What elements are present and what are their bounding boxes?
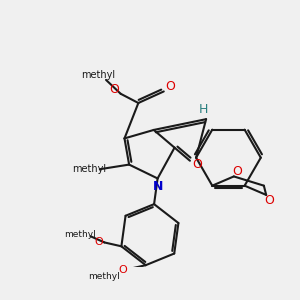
Text: methyl: methyl bbox=[64, 230, 96, 239]
Text: methyl: methyl bbox=[81, 70, 116, 80]
Text: O: O bbox=[165, 80, 175, 93]
Text: H: H bbox=[199, 103, 208, 116]
Text: O: O bbox=[193, 158, 202, 171]
Text: O: O bbox=[118, 265, 127, 275]
Text: O: O bbox=[264, 194, 274, 207]
Text: O: O bbox=[232, 164, 242, 178]
Text: O: O bbox=[94, 237, 103, 247]
Text: O: O bbox=[109, 83, 118, 96]
Text: methyl: methyl bbox=[88, 272, 120, 281]
Text: N: N bbox=[152, 180, 163, 194]
Text: methyl: methyl bbox=[72, 164, 106, 174]
